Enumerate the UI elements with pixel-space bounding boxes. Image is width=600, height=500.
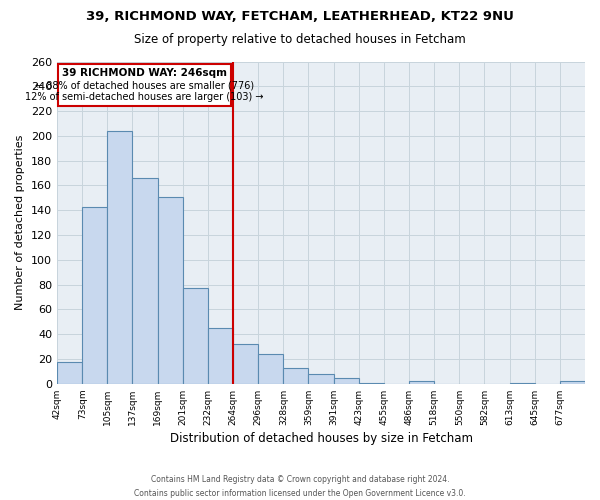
Y-axis label: Number of detached properties: Number of detached properties <box>16 135 25 310</box>
Bar <box>233 344 258 384</box>
Text: 39 RICHMOND WAY: 246sqm: 39 RICHMOND WAY: 246sqm <box>62 68 227 78</box>
Text: Contains HM Land Registry data © Crown copyright and database right 2024.
Contai: Contains HM Land Registry data © Crown c… <box>134 476 466 498</box>
Bar <box>82 206 107 384</box>
Bar <box>334 378 359 384</box>
Bar <box>509 382 535 384</box>
Text: 12% of semi-detached houses are larger (103) →: 12% of semi-detached houses are larger (… <box>25 92 264 102</box>
Bar <box>258 354 283 384</box>
Bar <box>359 382 384 384</box>
Text: ← 88% of detached houses are smaller (776): ← 88% of detached houses are smaller (77… <box>35 80 254 90</box>
FancyBboxPatch shape <box>58 64 231 106</box>
Bar <box>560 382 585 384</box>
Text: 39, RICHMOND WAY, FETCHAM, LEATHERHEAD, KT22 9NU: 39, RICHMOND WAY, FETCHAM, LEATHERHEAD, … <box>86 10 514 23</box>
Bar <box>107 131 133 384</box>
Bar <box>158 196 183 384</box>
Bar <box>57 362 82 384</box>
Bar <box>183 288 208 384</box>
Bar <box>208 328 233 384</box>
X-axis label: Distribution of detached houses by size in Fetcham: Distribution of detached houses by size … <box>170 432 473 445</box>
Bar <box>308 374 334 384</box>
Bar <box>409 382 434 384</box>
Bar <box>283 368 308 384</box>
Bar <box>133 178 158 384</box>
Text: Size of property relative to detached houses in Fetcham: Size of property relative to detached ho… <box>134 32 466 46</box>
